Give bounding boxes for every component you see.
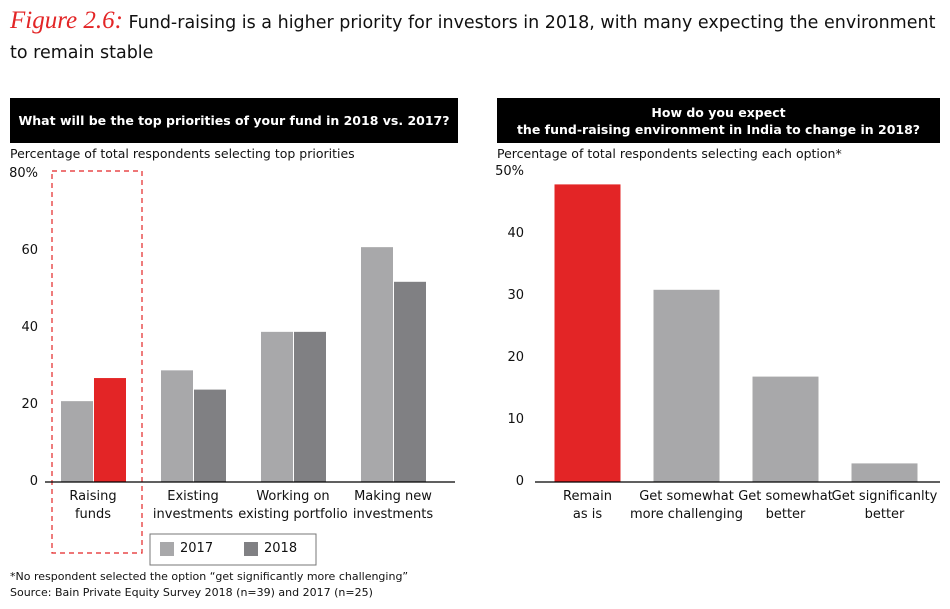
y-tick-label: 40: [21, 320, 38, 335]
title: Fund-raising is a higher priority for in…: [10, 13, 936, 63]
bar: [554, 184, 621, 482]
y-tick-label: 40: [507, 226, 524, 241]
panel-subtitle: Percentage of total respondents selectin…: [10, 146, 355, 161]
y-tick-label: 10: [507, 412, 524, 427]
footnote: *No respondent selected the option “get …: [10, 570, 409, 583]
y-tick-label: 80%: [9, 166, 38, 181]
bar: [394, 281, 426, 482]
source-note: Source: Bain Private Equity Survey 2018 …: [10, 586, 373, 599]
y-tick-label: 20: [507, 350, 524, 365]
bar: [194, 389, 226, 482]
bar: [161, 370, 193, 482]
bar: [61, 401, 93, 482]
y-tick-label: 50%: [495, 164, 524, 179]
x-tick-label: Get somewhat better: [738, 489, 833, 522]
bar: [261, 331, 293, 482]
figure-label: Figure 2.6:: [10, 7, 123, 34]
bar: [94, 378, 126, 482]
bar: [294, 331, 326, 482]
legend-swatch: [160, 542, 174, 556]
bar: [653, 289, 720, 482]
x-tick-label: Raising funds: [69, 489, 117, 522]
title-block: Figure 2.6: Fund-raising is a higher pri…: [10, 6, 945, 68]
panel-subtitle: Percentage of total respondents selectin…: [497, 146, 842, 161]
x-tick-label: Get somewhat more challenging: [630, 489, 743, 522]
y-tick-label: 0: [515, 474, 524, 489]
bar: [851, 463, 918, 482]
highlight-frame: [51, 170, 143, 554]
x-tick-label: Get significanlty better: [831, 489, 938, 522]
x-tick-label: Existing investments: [152, 489, 234, 522]
legend-label: 2018: [264, 541, 298, 556]
bar: [361, 247, 393, 482]
x-tick-label: Making new investments: [352, 489, 434, 522]
legend-label: 2017: [180, 541, 214, 556]
y-tick-label: 20: [21, 397, 38, 412]
x-tick-label: Remain as is: [563, 489, 612, 522]
y-tick-label: 30: [507, 288, 524, 303]
legend-box: [149, 533, 317, 566]
y-tick-label: 60: [21, 243, 38, 258]
bar: [752, 376, 819, 482]
panel-header: What will be the top priorities of your …: [10, 98, 458, 143]
legend-swatch: [244, 542, 258, 556]
panel-header: How do you expect the fund-raising envir…: [497, 98, 940, 143]
x-tick-label: Working on existing portfolio: [238, 489, 348, 522]
y-tick-label: 0: [29, 474, 38, 489]
